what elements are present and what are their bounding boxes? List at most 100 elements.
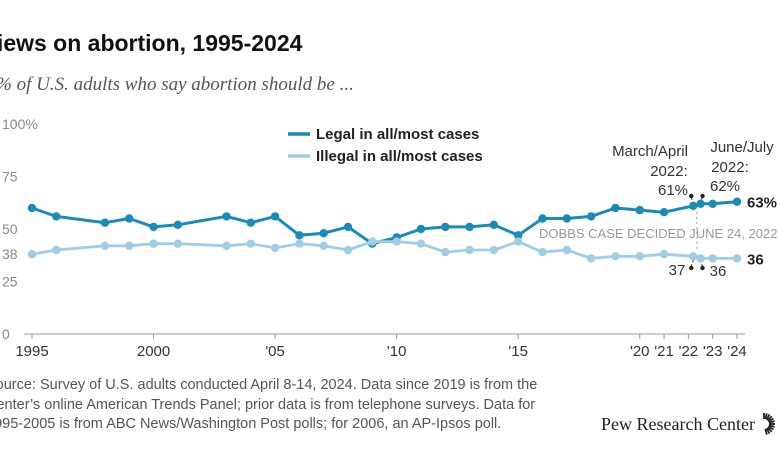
legal-data-point: [295, 231, 304, 240]
x-tick-label: '05: [265, 343, 285, 360]
x-tick-label: '23: [703, 343, 723, 360]
legal-data-point: [125, 214, 134, 223]
illegal-data-point: [392, 237, 401, 246]
y-tick-label: 0: [2, 326, 10, 342]
illegal-data-point: [611, 252, 620, 261]
y-tick-label: 50: [2, 221, 18, 237]
illegal-data-point: [270, 243, 280, 253]
legal-end-label: 63%: [747, 195, 777, 212]
annotation-june-july-illegal: 36: [710, 263, 727, 280]
chart-subtitle: % of U.S. adults who say abortion should…: [0, 74, 354, 95]
legal-data-point: [222, 212, 231, 221]
illegal-data-point: [689, 252, 698, 261]
legal-data-point: [689, 201, 698, 211]
illegal-data-point: [635, 252, 644, 261]
source-line: Source: Survey of U.S. adults conducted …: [0, 377, 538, 393]
logo-ray: [765, 427, 771, 434]
chart-title: Views on abortion, 1995-2024: [0, 30, 303, 56]
illegal-data-point: [27, 250, 37, 259]
legal-data-point: [732, 197, 742, 206]
leader-dot: [700, 265, 705, 271]
legal-data-point: [562, 214, 572, 223]
legal-data-point: [100, 218, 110, 227]
source-line: Center’s online American Trends Panel; p…: [0, 396, 536, 413]
illegal-data-point: [489, 245, 499, 255]
illegal-data-point: [125, 241, 134, 250]
legal-data-point: [635, 205, 644, 215]
logo-ray: [768, 424, 775, 428]
illegal-data-point: [100, 241, 110, 250]
illegal-data-point: [708, 254, 717, 263]
leader-line: [700, 262, 703, 267]
x-tick-label: '10: [387, 343, 407, 360]
logo-ray: [764, 413, 768, 420]
series-group: 63% 36: [27, 195, 777, 268]
x-axis: 1995 2000 '05 '10 '15 '20'21 '22'23'24: [15, 333, 747, 360]
legal-data-point: [586, 212, 596, 221]
annotation-march-april-title: March/April: [612, 143, 688, 160]
leader-dot: [700, 193, 705, 199]
legal-data-point: [27, 203, 37, 213]
annotation-june-july-title: 2022:: [711, 159, 749, 176]
annotation-dobbs: DOBBS CASE DECIDED JUNE 24, 2022: [539, 226, 777, 241]
legal-data-point: [173, 220, 183, 229]
annotation-june-july-legal: 62%: [710, 178, 740, 195]
legal-data-point: [514, 231, 523, 240]
legend: Legal in all/most cases Illegal in all/mo…: [288, 126, 483, 165]
source-line: 1995-2005 is from ABC News/Washington Po…: [0, 416, 502, 432]
logo-ray: [767, 417, 774, 423]
y-tick-label: 38: [2, 246, 18, 262]
legend-label-legal: Legal in all/most cases: [316, 126, 479, 143]
y-tick-label: 100%: [2, 116, 38, 132]
logo-ray: [764, 428, 768, 435]
legal-data-point: [149, 222, 158, 232]
y-tick-label: 25: [2, 274, 18, 290]
legal-data-point: [441, 222, 450, 232]
illegal-data-point: [295, 239, 304, 248]
legal-data-point: [319, 229, 328, 238]
legal-data-point: [611, 203, 620, 213]
illegal-data-point: [149, 239, 158, 248]
illegal-data-point: [246, 239, 255, 248]
annotation-march-april-legal: 61%: [658, 182, 688, 199]
illegal-series-line: [31, 240, 737, 260]
annotation-march-april-title: 2022:: [650, 163, 688, 180]
illegal-data-point: [538, 247, 547, 257]
illegal-data-point: [368, 237, 377, 246]
legal-data-point: [270, 212, 280, 221]
legal-data-point: [489, 220, 499, 229]
annotation-june-july-title: June/July: [710, 139, 774, 156]
illegal-data-point: [696, 254, 705, 263]
source-note: Source: Survey of U.S. adults conducted …: [0, 376, 586, 435]
brand-name: Pew Research Center: [601, 414, 755, 434]
illegal-data-point: [732, 254, 742, 263]
logo-ray: [765, 414, 771, 421]
x-tick-label: '21: [654, 343, 674, 360]
x-tick-label: 2000: [137, 343, 170, 360]
x-tick-label: 1995: [15, 343, 48, 360]
legal-data-point: [465, 222, 474, 232]
logo-ray: [766, 426, 773, 433]
illegal-end-label: 36: [747, 251, 764, 268]
illegal-data-point: [586, 254, 596, 263]
leader-dot: [689, 265, 694, 271]
x-tick-label: '24: [727, 343, 747, 360]
illegal-data-point: [52, 245, 61, 255]
legal-data-point: [52, 212, 61, 221]
legal-data-point: [696, 199, 705, 208]
x-tick-label: '22: [679, 343, 699, 360]
illegal-data-point: [222, 241, 231, 250]
legal-data-point: [343, 222, 353, 232]
legal-data-point: [538, 214, 547, 223]
logo-ray: [766, 415, 773, 422]
illegal-data-point: [343, 245, 353, 255]
illegal-data-point: [416, 239, 426, 248]
illegal-data-point: [441, 247, 450, 257]
legal-data-point: [659, 208, 669, 217]
legal-data-point: [246, 218, 255, 227]
annotation-march-april-illegal: 37: [669, 262, 686, 279]
pew-logo-icon: [763, 413, 775, 435]
illegal-data-point: [562, 245, 572, 255]
legal-data-point: [416, 224, 426, 234]
